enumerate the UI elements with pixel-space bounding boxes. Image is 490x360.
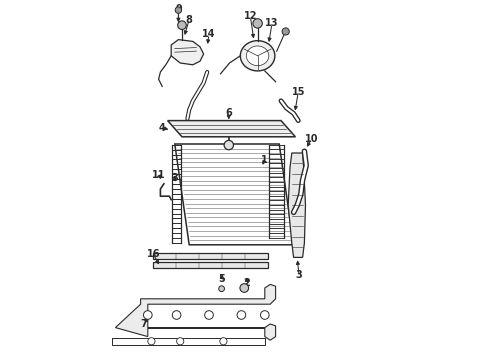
Text: 9: 9 <box>175 4 182 14</box>
Polygon shape <box>288 153 305 257</box>
Circle shape <box>219 286 224 292</box>
Circle shape <box>172 311 181 319</box>
Polygon shape <box>116 284 275 340</box>
Circle shape <box>240 284 248 292</box>
Circle shape <box>220 338 227 345</box>
Text: 6: 6 <box>225 108 232 118</box>
Text: 11: 11 <box>152 170 165 180</box>
Polygon shape <box>175 144 294 245</box>
Text: 16: 16 <box>147 249 160 259</box>
Polygon shape <box>171 40 204 65</box>
Text: 15: 15 <box>292 87 305 97</box>
Circle shape <box>237 311 245 319</box>
Circle shape <box>282 28 289 35</box>
Ellipse shape <box>240 41 275 71</box>
Circle shape <box>205 311 213 319</box>
Text: 13: 13 <box>265 18 279 28</box>
Circle shape <box>144 311 152 319</box>
Circle shape <box>261 311 269 319</box>
Text: 2: 2 <box>244 278 250 288</box>
Text: 10: 10 <box>305 134 318 144</box>
Text: 3: 3 <box>295 270 302 280</box>
Ellipse shape <box>246 46 269 66</box>
Circle shape <box>176 338 184 345</box>
Text: 3: 3 <box>172 173 178 183</box>
Circle shape <box>148 338 155 345</box>
Circle shape <box>175 7 182 13</box>
Text: 14: 14 <box>202 29 216 39</box>
Polygon shape <box>168 121 295 137</box>
Text: 4: 4 <box>159 123 166 133</box>
Text: 12: 12 <box>244 11 257 21</box>
Text: 8: 8 <box>186 15 193 25</box>
Circle shape <box>253 19 262 28</box>
Text: 1: 1 <box>262 155 268 165</box>
Text: 7: 7 <box>141 319 147 329</box>
Text: 5: 5 <box>218 274 225 284</box>
Circle shape <box>224 140 233 150</box>
Polygon shape <box>153 253 269 259</box>
Polygon shape <box>153 262 269 268</box>
Circle shape <box>178 21 186 30</box>
